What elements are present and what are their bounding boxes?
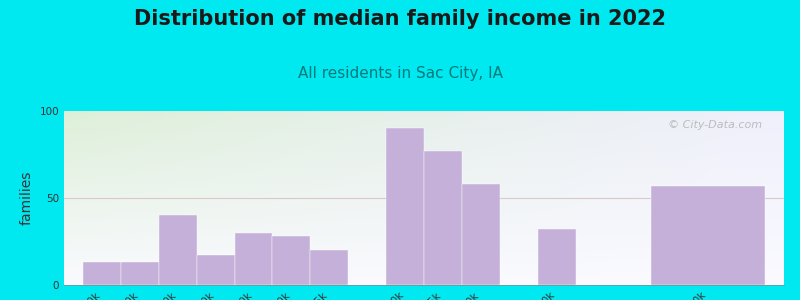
Text: © City-Data.com: © City-Data.com: [668, 120, 762, 130]
Bar: [462, 184, 500, 285]
Text: All residents in Sac City, IA: All residents in Sac City, IA: [298, 66, 502, 81]
Bar: [424, 151, 462, 285]
Bar: [310, 250, 348, 285]
Bar: [273, 236, 310, 285]
Bar: [83, 262, 121, 285]
Bar: [651, 186, 765, 285]
Bar: [121, 262, 158, 285]
Bar: [158, 215, 197, 285]
Bar: [386, 128, 424, 285]
Bar: [234, 233, 273, 285]
Text: Distribution of median family income in 2022: Distribution of median family income in …: [134, 9, 666, 29]
Bar: [197, 255, 234, 285]
Y-axis label: families: families: [20, 171, 34, 225]
Bar: [538, 229, 575, 285]
